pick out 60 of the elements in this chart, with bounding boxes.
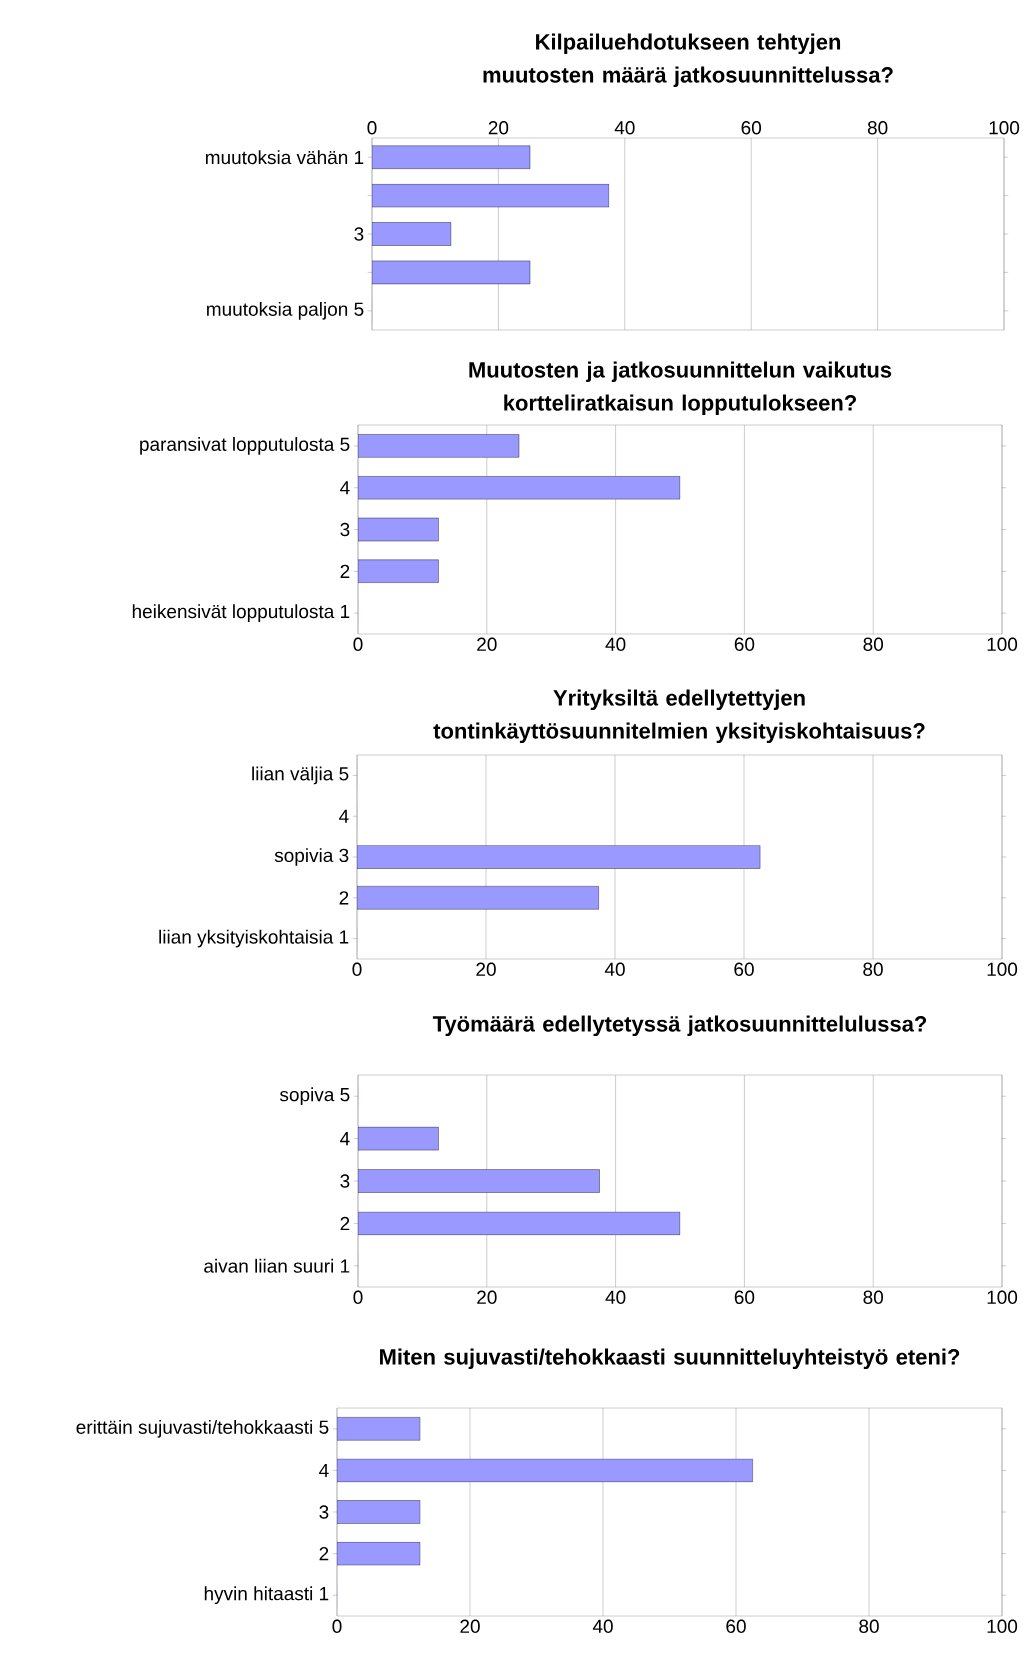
- x-tick-label: 60: [734, 962, 754, 976]
- y-tick-label: sopivia 3: [274, 848, 349, 866]
- x-tick-label: 100: [987, 637, 1018, 651]
- x-tick-label: 40: [604, 962, 625, 976]
- y-tick-label: heikensivät lopputulosta 1: [132, 604, 350, 622]
- x-tick-label: 80: [859, 1619, 879, 1633]
- x-tick-label: 20: [477, 1290, 497, 1305]
- x2-tick-label: 60: [741, 121, 762, 135]
- y-tick-label: 4: [319, 1463, 329, 1477]
- y-tick-label: liian väljia 5: [252, 766, 349, 785]
- x-tick-label: 0: [352, 962, 362, 976]
- x-tick-label: 100: [987, 1619, 1018, 1633]
- y-tick-label: muutoksia vähän 1: [205, 150, 364, 165]
- y-tick-label: 2: [319, 1546, 329, 1561]
- chart-title: Muutosten ja jatkosuunnittelun vaikutus kortteliratkaisun lopputulokseen?: [469, 361, 892, 416]
- y-tick-label: 3: [319, 1505, 329, 1519]
- y-tick-label: 3: [340, 522, 350, 537]
- y-tick-label: 3: [354, 227, 364, 241]
- y-tick-label: liian yksityiskohtaisia 1: [159, 929, 349, 948]
- chart-title: Yrityksiltä edellytettyjen tontinkäyttösuunnitelmien yksityiskohtaisuus?: [433, 689, 925, 744]
- y-tick-label: aivan liian suuri 1: [204, 1258, 350, 1273]
- x2-tick-label: 20: [488, 121, 509, 135]
- x-tick-label: 20: [477, 637, 497, 651]
- x-tick-label: 60: [734, 1290, 755, 1305]
- x-tick-label: 0: [332, 1619, 342, 1633]
- x-tick-label: 40: [605, 637, 626, 651]
- y-tick-label: 2: [340, 564, 350, 578]
- y-tick-label: 4: [340, 481, 350, 495]
- x-tick-label: 0: [353, 1290, 363, 1305]
- y-tick-label: muutoksia paljon 5: [207, 301, 364, 320]
- y-tick-label: sopiva 5: [279, 1087, 350, 1106]
- y-tick-label: 4: [339, 809, 349, 823]
- y-tick-label: 4: [340, 1132, 350, 1146]
- x-tick-label: 100: [987, 962, 1018, 976]
- x2-tick-label: 0: [367, 121, 377, 135]
- x-tick-label: 20: [476, 962, 496, 976]
- x-tick-label: 0: [353, 637, 363, 651]
- x2-tick-label: 100: [989, 121, 1020, 135]
- chart-title: Miten sujuvasti/tehokkaasti suunnitteluyhteistyö eteni?: [380, 1348, 960, 1370]
- x-tick-label: 60: [734, 637, 755, 651]
- x-tick-label: 80: [863, 1290, 884, 1305]
- x-tick-label: 20: [460, 1619, 480, 1633]
- x-tick-label: 80: [863, 962, 883, 976]
- y-tick-label: 2: [339, 891, 349, 905]
- x-tick-label: 60: [726, 1619, 746, 1633]
- y-tick-label: hyvin hitaasti 1: [204, 1586, 329, 1605]
- y-tick-label: paransivat lopputulosta 5: [140, 437, 350, 455]
- x-tick-label: 100: [987, 1290, 1018, 1305]
- y-tick-label: 2: [340, 1216, 350, 1231]
- chart-title: Työmäärä edellytetyssä jatkosuunnittelulussa?: [432, 1015, 927, 1037]
- bar: [358, 1211, 681, 1236]
- text: Kilpailuehdotukseen tehtyjen muutosten määrä jatkosuunnittelussa?: [483, 33, 893, 88]
- x-tick-label: 80: [863, 637, 884, 651]
- y-tick-label: erittäin sujuvasti/tehokkaasti 5: [76, 1419, 329, 1438]
- x-tick-label: 40: [592, 1619, 613, 1633]
- x2-tick-label: 40: [614, 121, 635, 135]
- y-tick-label: 3: [340, 1174, 350, 1188]
- x2-tick-label: 80: [867, 121, 888, 135]
- x-tick-label: 40: [605, 1290, 626, 1305]
- bar: [358, 476, 681, 500]
